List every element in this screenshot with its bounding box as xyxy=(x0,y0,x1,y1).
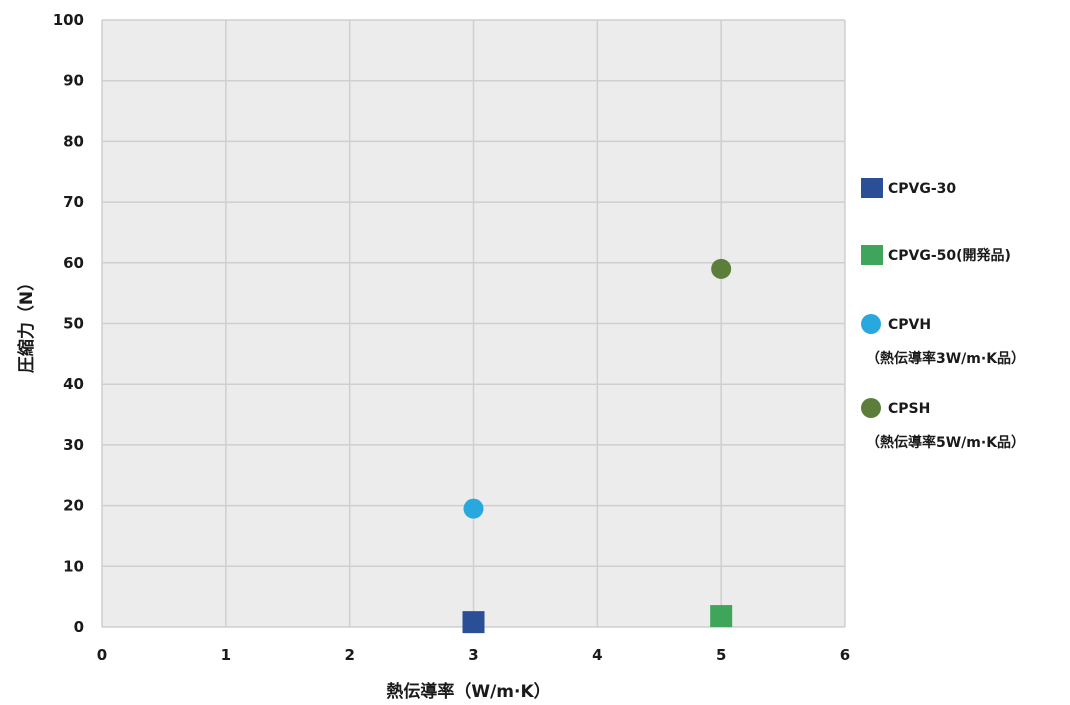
x-axis-label: 熱伝導率（W/m·K） xyxy=(386,681,550,702)
legend-item: CPVG-50(開発品) xyxy=(861,245,1011,265)
legend-marker-circle xyxy=(861,398,881,418)
data-point-cpsh xyxy=(711,258,732,279)
x-axis-ticks: 0 1 2 3 4 5 6 xyxy=(97,646,850,664)
y-tick-label: 60 xyxy=(63,254,84,272)
x-tick-label: 3 xyxy=(468,646,478,664)
data-point-cpvh xyxy=(463,498,484,519)
y-tick-label: 70 xyxy=(63,193,84,211)
x-tick-label: 2 xyxy=(344,646,354,664)
legend: CPVG-30 CPVG-50(開発品) CPVH （熱伝導率3W/m·K品） CPSH… xyxy=(861,178,1025,451)
y-tick-label: 0 xyxy=(74,618,84,636)
legend-label: CPVH xyxy=(888,317,931,333)
legend-marker-square xyxy=(861,245,883,265)
y-tick-label: 90 xyxy=(63,72,84,90)
legend-item: CPSH （熱伝導率5W/m·K品） xyxy=(861,398,1025,451)
y-tick-label: 30 xyxy=(63,436,84,454)
legend-label: CPSH xyxy=(888,401,930,417)
legend-label-detail: （熱伝導率3W/m·K品） xyxy=(866,350,1025,367)
y-tick-label: 40 xyxy=(63,375,84,393)
legend-item: CPVG-30 xyxy=(861,178,956,198)
x-tick-label: 5 xyxy=(716,646,726,664)
x-tick-label: 6 xyxy=(840,646,850,664)
legend-item: CPVH （熱伝導率3W/m·K品） xyxy=(861,314,1025,367)
y-tick-label: 10 xyxy=(63,557,84,575)
legend-label: CPVG-30 xyxy=(888,181,956,197)
y-tick-label: 80 xyxy=(63,132,84,150)
y-axis-label: 圧縮力（N） xyxy=(16,274,37,373)
x-tick-label: 1 xyxy=(221,646,231,664)
y-tick-label: 50 xyxy=(63,315,84,333)
legend-marker-square xyxy=(861,178,883,198)
y-tick-label: 100 xyxy=(53,11,84,29)
y-tick-label: 20 xyxy=(63,497,84,515)
x-tick-label: 4 xyxy=(592,646,602,664)
data-point-cpvg-50 xyxy=(710,605,733,628)
legend-label-detail: （熱伝導率5W/m·K品） xyxy=(866,434,1025,451)
data-points xyxy=(462,258,733,634)
y-axis-ticks: 0 10 20 30 40 50 60 70 80 90 100 xyxy=(53,11,84,636)
x-tick-label: 0 xyxy=(97,646,107,664)
legend-label: CPVG-50(開発品) xyxy=(888,247,1011,264)
legend-marker-circle xyxy=(861,314,881,334)
data-point-cpvg-30 xyxy=(462,611,485,634)
